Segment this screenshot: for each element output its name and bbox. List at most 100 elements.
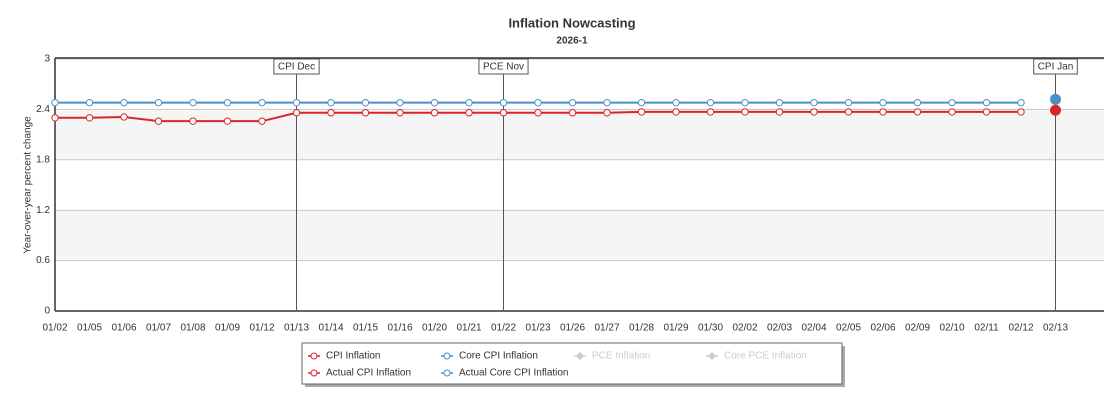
series-point xyxy=(1017,108,1025,116)
series-point xyxy=(154,117,163,125)
series-point xyxy=(672,98,680,107)
series-point xyxy=(844,98,853,107)
x-tick-label: 01/30 xyxy=(698,323,723,334)
series-point xyxy=(568,109,577,117)
x-tick-label: 02/09 xyxy=(905,323,930,334)
x-tick-label: 02/12 xyxy=(1008,323,1033,334)
annotation-box xyxy=(478,58,529,75)
series-point xyxy=(706,108,715,116)
series-point xyxy=(292,98,301,107)
series-point xyxy=(672,108,680,116)
legend-marker xyxy=(443,369,451,377)
series-point xyxy=(51,114,59,122)
series-point xyxy=(741,108,749,116)
series-point xyxy=(499,98,508,107)
series-point xyxy=(810,98,818,107)
legend-label: Actual CPI Inflation xyxy=(326,368,411,379)
series-point xyxy=(637,98,646,107)
series-point xyxy=(879,108,887,116)
series-point xyxy=(361,109,370,117)
series-point xyxy=(465,109,473,117)
series-point xyxy=(913,98,922,107)
series-point xyxy=(396,98,404,107)
legend-label: CPI Inflation xyxy=(326,351,380,362)
series-point xyxy=(568,98,577,107)
annotation-box xyxy=(1033,58,1078,75)
series-point xyxy=(534,109,542,117)
series-point xyxy=(327,109,335,117)
chart-subtitle: 2026-1 xyxy=(556,36,588,47)
series-point xyxy=(189,98,197,107)
y-tick-label: 0.6 xyxy=(36,255,50,266)
legend-marker xyxy=(443,352,451,360)
series-point xyxy=(844,108,853,116)
x-tick-label: 02/03 xyxy=(767,323,792,334)
series-point xyxy=(120,113,128,121)
actual-point xyxy=(1050,93,1061,105)
annotation-label: PCE Nov xyxy=(483,62,524,73)
x-tick-label: 01/23 xyxy=(525,323,550,334)
series-point xyxy=(396,109,404,117)
y-tick-label: 0 xyxy=(44,306,50,317)
legend-marker xyxy=(310,369,318,377)
x-tick-label: 01/13 xyxy=(284,323,309,334)
series-point xyxy=(948,108,956,116)
series-point xyxy=(223,98,232,107)
series-point xyxy=(775,108,784,116)
x-tick-label: 01/14 xyxy=(318,323,343,334)
x-tick-label: 01/22 xyxy=(491,323,516,334)
series-point xyxy=(154,98,163,107)
x-tick-label: 01/06 xyxy=(111,323,136,334)
series-point xyxy=(258,98,266,107)
series-point xyxy=(292,109,301,117)
legend-marker xyxy=(576,352,584,360)
series-point xyxy=(810,108,818,116)
y-tick-label: 2.4 xyxy=(36,104,50,115)
series-point xyxy=(120,98,128,107)
series-point xyxy=(706,98,715,107)
series-point xyxy=(603,109,611,117)
series-point xyxy=(603,98,611,107)
series-point xyxy=(879,98,887,107)
series-point xyxy=(1017,98,1025,107)
series-point xyxy=(534,98,542,107)
x-tick-label: 01/27 xyxy=(594,323,619,334)
x-tick-label: 01/26 xyxy=(560,323,585,334)
series-point xyxy=(85,98,94,107)
legend-label: Core PCE Inflation xyxy=(724,351,807,362)
series-point xyxy=(327,98,335,107)
series-point xyxy=(223,117,232,125)
x-tick-label: 01/20 xyxy=(422,323,447,334)
series-point xyxy=(982,108,991,116)
actual-point xyxy=(1050,104,1061,116)
series-point xyxy=(948,98,956,107)
legend-marker xyxy=(708,352,716,360)
plot-band xyxy=(55,210,1104,261)
legend-label: PCE Inflation xyxy=(592,351,650,362)
x-tick-label: 01/16 xyxy=(387,323,412,334)
y-tick-label: 1.8 xyxy=(36,154,50,165)
annotation-label: CPI Jan xyxy=(1038,62,1074,73)
x-tick-label: 01/08 xyxy=(180,323,205,334)
y-axis-label: Year-over-year percent change xyxy=(23,116,34,254)
legend-marker xyxy=(310,352,318,360)
y-tick-label: 3 xyxy=(44,54,50,65)
x-tick-label: 02/10 xyxy=(939,323,964,334)
x-tick-label: 01/29 xyxy=(663,323,688,334)
x-tick-label: 02/05 xyxy=(836,323,861,334)
x-tick-label: 02/11 xyxy=(974,323,999,334)
annotation-box xyxy=(273,58,320,75)
series-point xyxy=(465,98,473,107)
legend-label: Actual Core CPI Inflation xyxy=(459,368,569,379)
series-point xyxy=(430,98,439,107)
x-tick-label: 01/21 xyxy=(456,323,481,334)
series-point xyxy=(258,117,266,125)
series-point xyxy=(85,114,94,122)
plot-band xyxy=(55,109,1104,160)
series-point xyxy=(189,117,197,125)
series-point xyxy=(982,98,991,107)
legend-label: Core CPI Inflation xyxy=(459,351,538,362)
x-tick-label: 02/04 xyxy=(801,323,826,334)
series-point xyxy=(51,98,59,107)
series-point xyxy=(430,109,439,117)
